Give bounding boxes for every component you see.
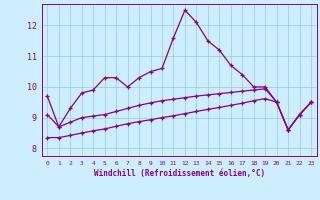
X-axis label: Windchill (Refroidissement éolien,°C): Windchill (Refroidissement éolien,°C) bbox=[94, 169, 265, 178]
